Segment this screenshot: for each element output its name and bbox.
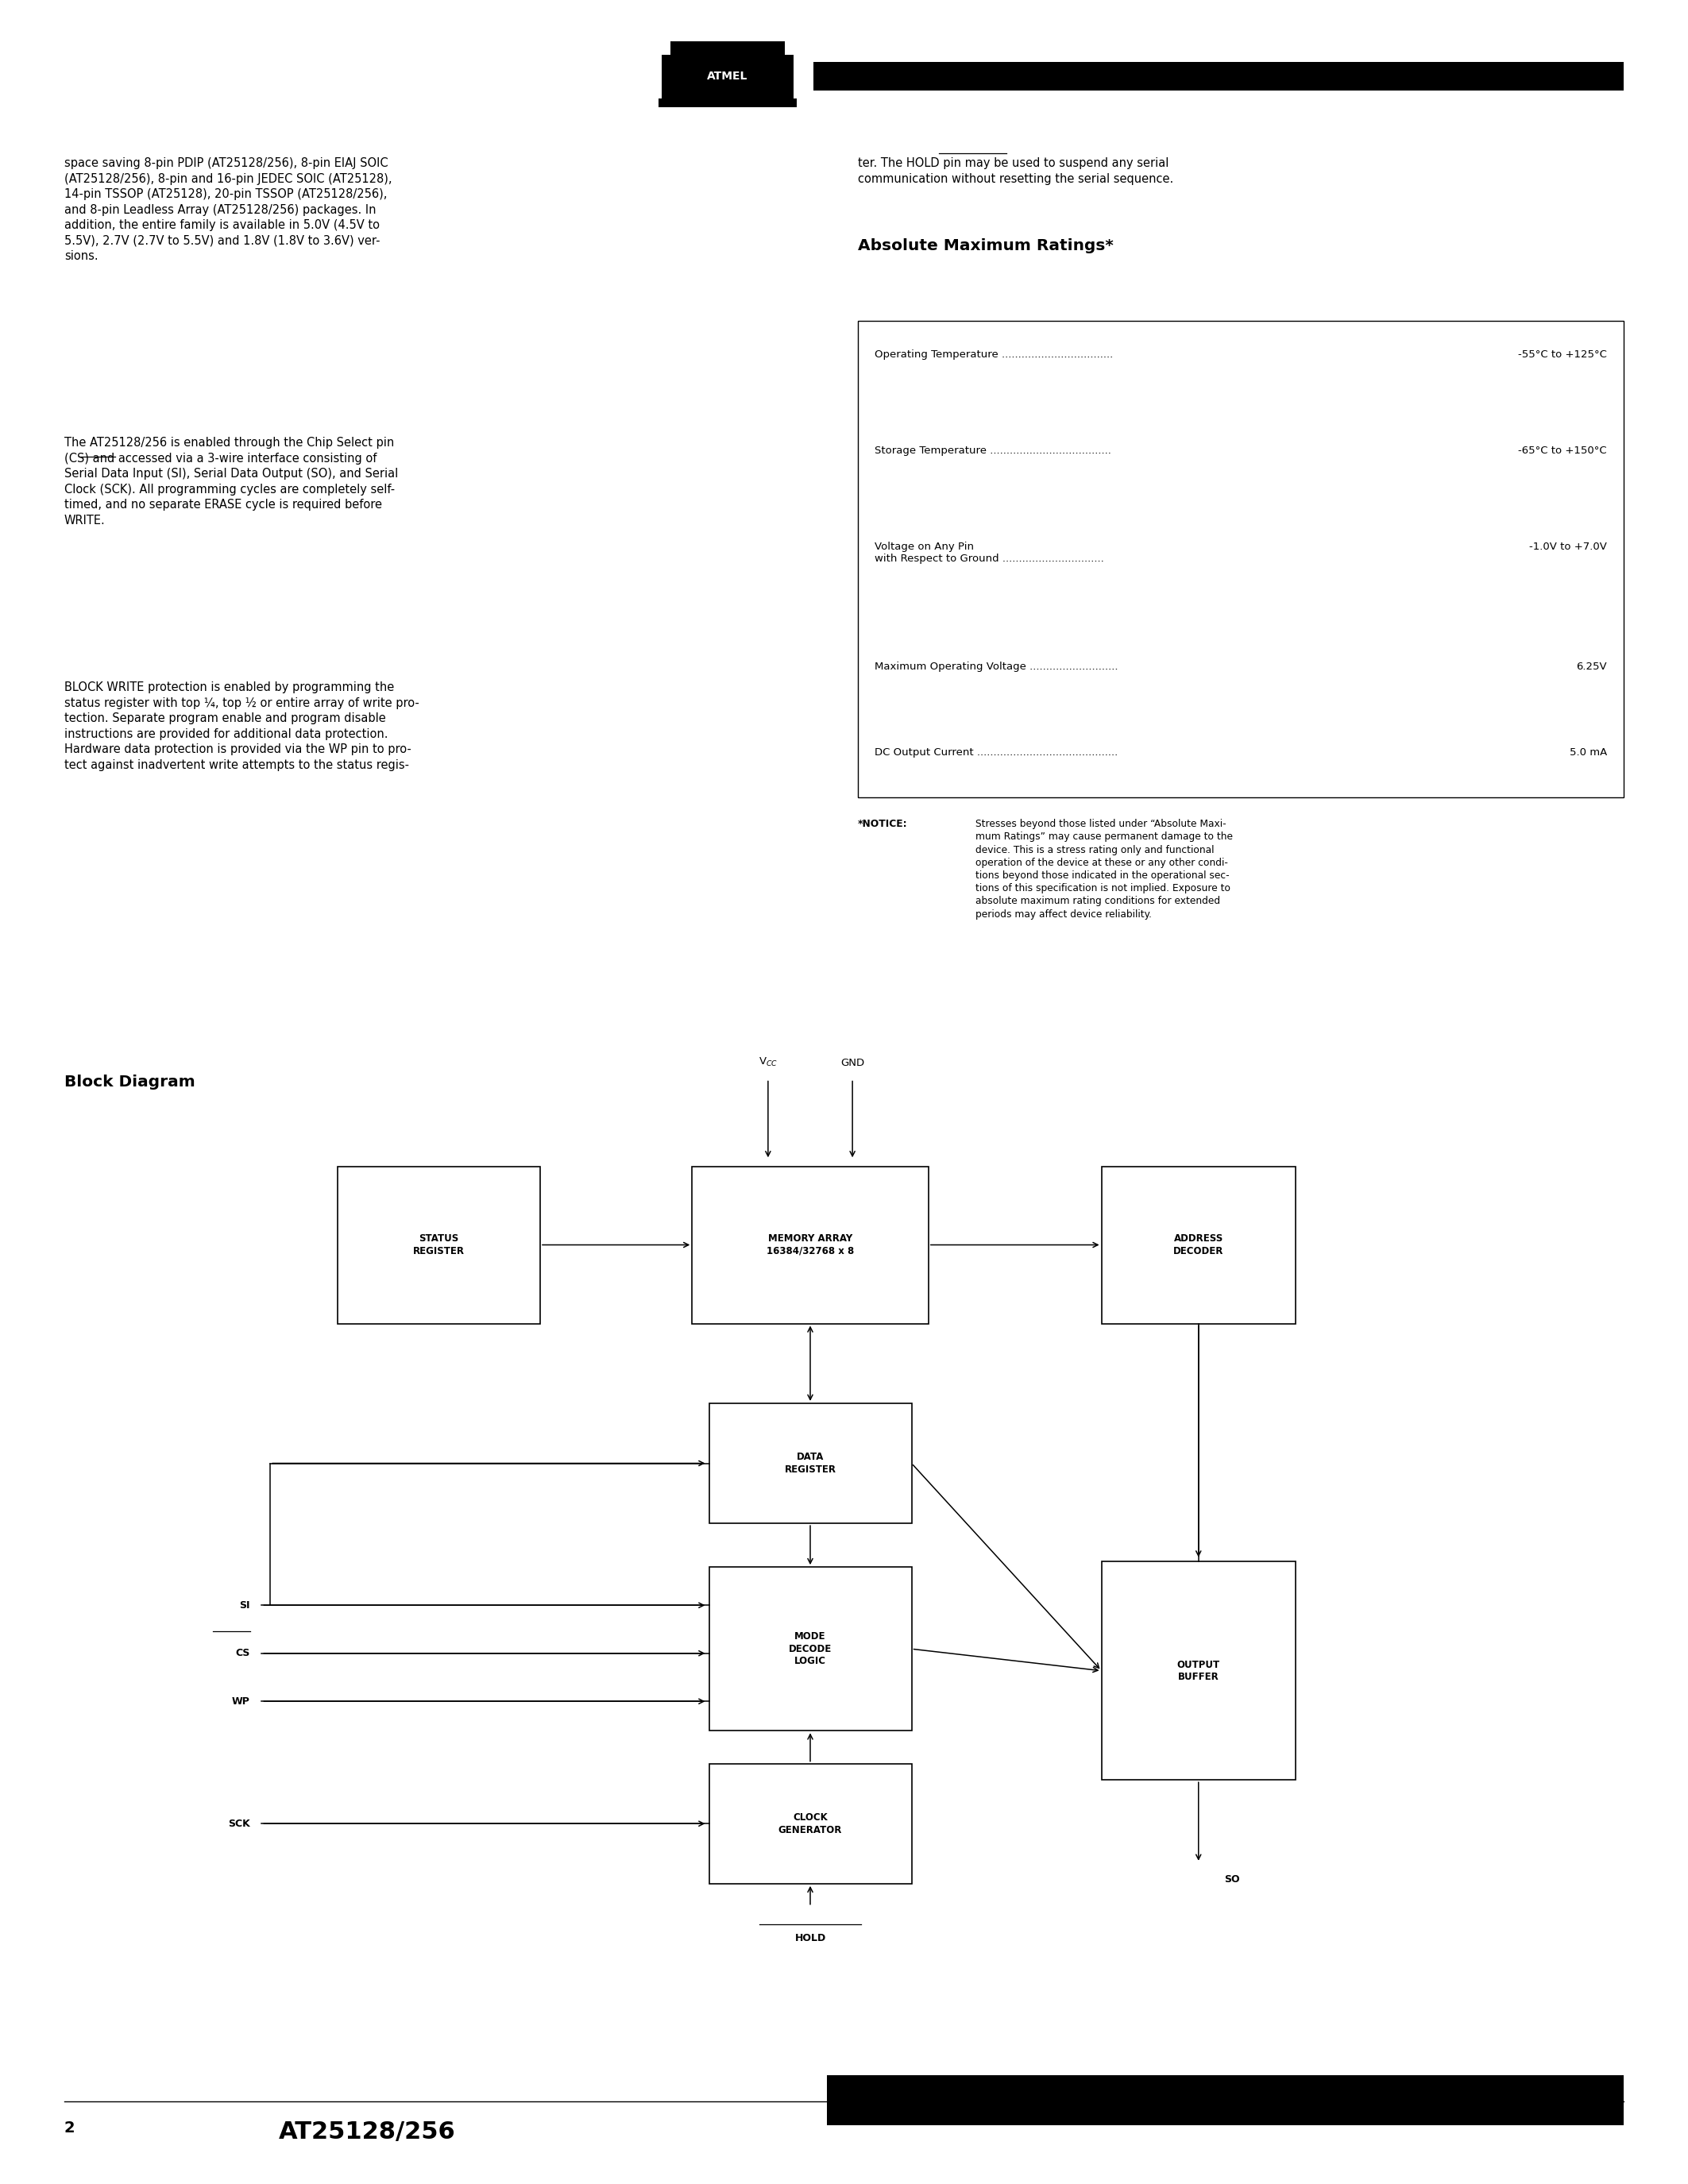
Bar (814, 63, 1624, 92)
Text: Absolute Maximum Ratings*: Absolute Maximum Ratings* (858, 238, 1112, 253)
Text: DATA
REGISTER: DATA REGISTER (785, 1452, 836, 1474)
Text: 2: 2 (64, 2121, 74, 2136)
Text: ter. The HOLD pin may be used to suspend any serial
communication without resett: ter. The HOLD pin may be used to suspend… (858, 157, 1173, 186)
Text: MEMORY ARRAY
16384/32768 x 8: MEMORY ARRAY 16384/32768 x 8 (766, 1234, 854, 1256)
Text: HOLD: HOLD (795, 1933, 825, 1944)
Text: 6.25V: 6.25V (1577, 662, 1607, 673)
Text: -55°C to +125°C: -55°C to +125°C (1518, 349, 1607, 360)
Text: CS: CS (235, 1649, 250, 1658)
Text: -1.0V to +7.0V: -1.0V to +7.0V (1529, 542, 1607, 553)
Text: Operating Temperature ..................................: Operating Temperature ..................… (874, 349, 1112, 360)
Text: OUTPUT
BUFFER: OUTPUT BUFFER (1177, 1660, 1220, 1682)
Bar (858, 321, 1624, 797)
Bar (709, 1404, 912, 1524)
Text: Voltage on Any Pin
with Respect to Ground ...............................: Voltage on Any Pin with Respect to Groun… (874, 542, 1104, 563)
Text: GND: GND (841, 1057, 864, 1068)
Bar (709, 1765, 912, 1883)
Text: SCK: SCK (228, 1819, 250, 1828)
Text: Stresses beyond those listed under “Absolute Maxi-
mum Ratings” may cause perman: Stresses beyond those listed under “Abso… (976, 819, 1232, 919)
Text: SO: SO (1224, 1874, 1239, 1885)
Text: WP: WP (231, 1697, 250, 1706)
Bar (658, 98, 797, 107)
Text: V$_{CC}$: V$_{CC}$ (758, 1057, 778, 1068)
Text: SI: SI (240, 1601, 250, 1610)
Text: Block Diagram: Block Diagram (64, 1075, 196, 1090)
Text: -65°C to +150°C: -65°C to +150°C (1518, 446, 1607, 456)
Bar (1101, 1166, 1296, 1324)
Text: CLOCK
GENERATOR: CLOCK GENERATOR (778, 1813, 842, 1835)
Text: DC Output Current ...........................................: DC Output Current ......................… (874, 747, 1117, 758)
Text: The AT25128/256 is enabled through the Chip Select pin
(CS) and accessed via a 3: The AT25128/256 is enabled through the C… (64, 437, 398, 526)
Text: AT25128/256: AT25128/256 (279, 2121, 456, 2145)
Text: ATMEL: ATMEL (707, 70, 748, 83)
Text: MODE
DECODE
LOGIC: MODE DECODE LOGIC (788, 1631, 832, 1666)
Bar (662, 55, 793, 98)
Bar (338, 1166, 540, 1324)
Text: BLOCK WRITE protection is enabled by programming the
status register with top ¼,: BLOCK WRITE protection is enabled by pro… (64, 681, 419, 771)
Text: Storage Temperature .....................................: Storage Temperature ....................… (874, 446, 1111, 456)
Text: Maximum Operating Voltage ...........................: Maximum Operating Voltage ..............… (874, 662, 1117, 673)
Text: space saving 8-pin PDIP (AT25128/256), 8-pin EIAJ SOIC
(AT25128/256), 8-pin and : space saving 8-pin PDIP (AT25128/256), 8… (64, 157, 392, 262)
Text: ADDRESS
DECODER: ADDRESS DECODER (1173, 1234, 1224, 1256)
Bar (692, 1166, 928, 1324)
Bar (670, 41, 785, 55)
Text: STATUS
REGISTER: STATUS REGISTER (414, 1234, 464, 1256)
Bar (827, 2075, 1624, 2125)
Bar (709, 1568, 912, 1730)
Text: *NOTICE:: *NOTICE: (858, 819, 906, 830)
Text: 5.0 mA: 5.0 mA (1570, 747, 1607, 758)
Bar (1101, 1562, 1296, 1780)
